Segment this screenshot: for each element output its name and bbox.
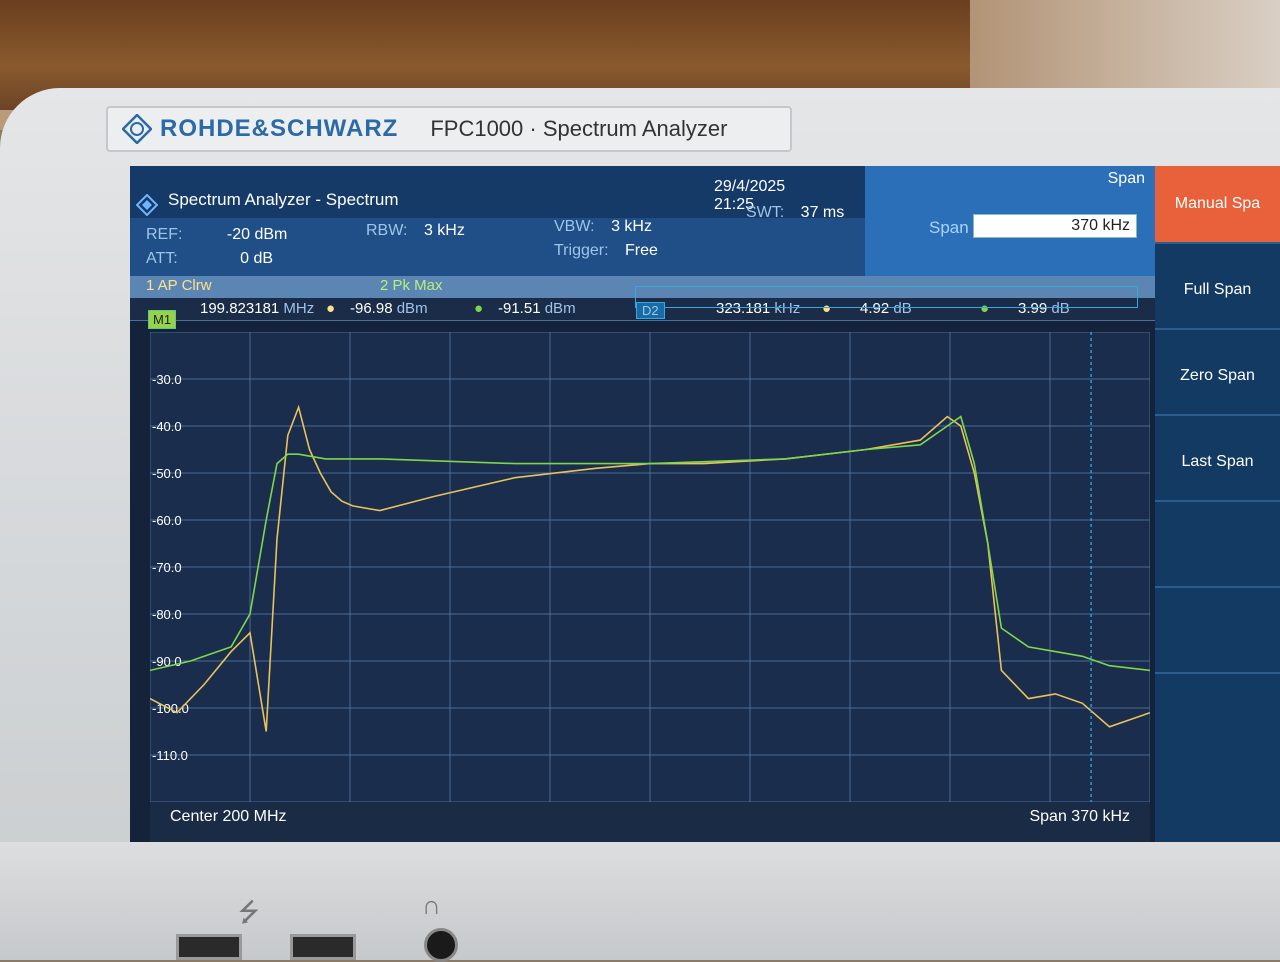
y-tick-label: -50.0 — [152, 466, 182, 481]
att-param[interactable]: ATT: 0 dB — [146, 250, 273, 268]
usb-port-1[interactable] — [176, 934, 242, 960]
swt-param[interactable]: SWT: 37 ms — [746, 204, 844, 222]
marker-row: 199.823181 MHz ● -96.98 dBm ● -91.51 dBm… — [130, 298, 1155, 321]
d2-delta-2: 3.99 dB — [1018, 300, 1070, 317]
mode-icon[interactable] — [136, 194, 158, 216]
ref-label: REF: — [146, 226, 183, 243]
swt-label: SWT: — [746, 204, 785, 221]
d2-dot-1: ● — [822, 300, 832, 317]
header: Spectrum Analyzer - Spectrum 29/4/2025 2… — [130, 166, 1155, 276]
trigger-value: Free — [624, 242, 658, 259]
app-title: Spectrum Analyzer - Spectrum — [168, 190, 399, 209]
softkey-2[interactable]: Full Span — [1155, 252, 1280, 330]
ref-param[interactable]: REF: -20 dBm — [146, 226, 287, 244]
y-tick-label: -80.0 — [152, 607, 182, 622]
model-name: FPC1000 · Spectrum Analyzer — [430, 116, 728, 141]
y-tick-label: -110.0 — [152, 748, 188, 763]
analyzer-screen: Spectrum Analyzer - Spectrum 29/4/2025 2… — [130, 166, 1280, 842]
vbw-label: VBW: — [554, 218, 595, 235]
span-label: Span — [929, 218, 969, 237]
swt-value: 37 ms — [800, 204, 845, 221]
m1-dot-2: ● — [474, 300, 484, 317]
softkey-panel: Manual Spa Full Span Zero Span Last Span — [1155, 166, 1280, 842]
spectrum-plot[interactable]: -30.0-40.0-50.0-60.0-70.0-80.0-90.0-100.… — [150, 332, 1150, 802]
trace-1-label[interactable]: 1 AP Clrw — [146, 277, 212, 294]
trace-2-line — [150, 415, 1150, 672]
m1-dot-1: ● — [326, 300, 336, 317]
span-status[interactable]: Span 370 kHz — [1029, 808, 1130, 825]
trigger-label: Trigger: — [554, 242, 609, 259]
trace-2-label[interactable]: 2 Pk Max — [380, 277, 443, 294]
trace-1-line — [150, 404, 1150, 732]
brand-bar: ROHDE&SCHWARZ FPC1000 · Spectrum Analyze… — [106, 106, 792, 152]
softkey-1[interactable]: Manual Spa — [1155, 166, 1280, 244]
vbw-param[interactable]: VBW: 3 kHz — [554, 218, 652, 236]
y-tick-label: -70.0 — [152, 560, 182, 575]
brand-name: ROHDE&SCHWARZ — [160, 115, 399, 142]
rbw-value: 3 kHz — [423, 222, 465, 239]
m1-level-1: -96.98 dBm — [350, 300, 428, 317]
headphone-icon: ∩ — [422, 890, 441, 920]
y-tick-label: -30.0 — [152, 372, 182, 387]
usb-icon: ⭍ — [238, 897, 260, 927]
m1-level-2: -91.51 dBm — [498, 300, 576, 317]
m1-frequency[interactable]: 199.823181 MHz — [200, 300, 315, 317]
usb-port-2[interactable] — [290, 934, 356, 960]
span-input[interactable]: 370 kHz — [973, 214, 1137, 238]
trace-row: 1 AP Clrw 2 Pk Max — [130, 276, 1155, 298]
headphone-jack[interactable] — [424, 928, 458, 962]
att-label: ATT: — [146, 250, 178, 267]
title-row: Spectrum Analyzer - Spectrum 29/4/2025 2… — [130, 166, 865, 221]
center-frequency[interactable]: Center 200 MHz — [170, 808, 287, 825]
m1-tag[interactable]: M1 — [148, 310, 177, 329]
att-value: 0 dB — [240, 250, 274, 267]
d2-tag[interactable]: D2 — [636, 302, 665, 319]
span-panel-title: Span — [1107, 170, 1145, 187]
d2-frame — [635, 286, 1138, 308]
span-panel: Span Span 370 kHz — [865, 166, 1155, 276]
time: 21:25 — [714, 196, 755, 213]
rbw-param[interactable]: RBW: 3 kHz — [366, 222, 465, 240]
ref-value: -20 dBm — [226, 226, 288, 243]
y-tick-label: -40.0 — [152, 419, 182, 434]
softkey-3[interactable]: Zero Span — [1155, 338, 1280, 416]
d2-dot-2: ● — [980, 300, 990, 317]
trigger-param[interactable]: Trigger: Free — [554, 242, 658, 260]
softkey-5[interactable] — [1155, 510, 1280, 588]
datetime: 29/4/2025 21:25 — [714, 178, 865, 214]
d2-delta-1: 4.92 dB — [860, 300, 912, 317]
softkey-4[interactable]: Last Span — [1155, 424, 1280, 502]
status-bar: Center 200 MHz Span 370 kHz — [150, 802, 1150, 842]
rbw-label: RBW: — [366, 222, 408, 239]
softkey-6[interactable] — [1155, 596, 1280, 674]
rs-logo-icon — [122, 114, 152, 144]
y-tick-label: -60.0 — [152, 513, 182, 528]
date: 29/4/2025 — [714, 178, 786, 195]
vbw-value: 3 kHz — [611, 218, 652, 235]
d2-frequency[interactable]: 323.181 kHz — [716, 300, 801, 317]
